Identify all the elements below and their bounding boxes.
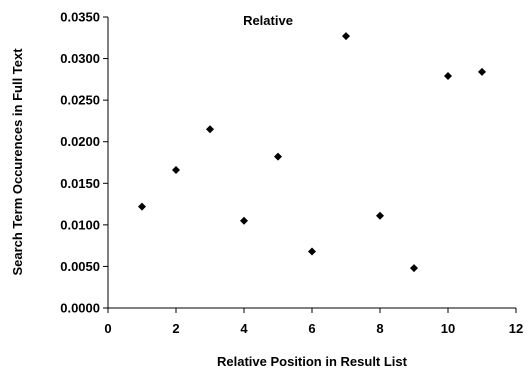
x-axis-title: Relative Position in Result List <box>217 354 408 369</box>
data-point <box>240 216 248 225</box>
x-tick-label: 12 <box>509 321 523 336</box>
y-tick-label: 0.0350 <box>60 10 100 25</box>
data-point <box>478 67 486 76</box>
chart-title: Relative <box>243 13 293 28</box>
y-tick-label: 0.0150 <box>60 176 100 191</box>
data-point <box>138 202 146 211</box>
data-points <box>138 32 486 273</box>
y-axis-title: Search Term Occurences in Full Text <box>10 48 25 276</box>
y-tick-label: 0.0300 <box>60 51 100 66</box>
data-point <box>308 247 316 256</box>
x-tick-label: 8 <box>376 321 383 336</box>
x-tick-label: 10 <box>441 321 455 336</box>
y-tick-label: 0.0200 <box>60 134 100 149</box>
y-tick-label: 0.0250 <box>60 93 100 108</box>
data-point <box>444 72 452 81</box>
x-tick-label: 4 <box>240 321 248 336</box>
y-axis-ticks: 0.0000 0.0050 0.0100 0.0150 0.0200 0.0250 0.03… <box>60 10 108 316</box>
x-tick-label: 0 <box>104 321 111 336</box>
data-point <box>206 125 214 134</box>
data-point <box>410 264 418 273</box>
data-point <box>274 152 282 161</box>
y-tick-label: 0.0000 <box>60 301 100 316</box>
data-point <box>172 165 180 174</box>
x-axis-ticks: 0 2 4 6 8 10 12 <box>104 308 523 336</box>
data-point <box>376 211 384 220</box>
y-tick-label: 0.0100 <box>60 217 100 232</box>
x-tick-label: 2 <box>172 321 179 336</box>
y-tick-label: 0.0050 <box>60 259 100 274</box>
data-point <box>342 32 350 41</box>
x-tick-label: 6 <box>308 321 315 336</box>
